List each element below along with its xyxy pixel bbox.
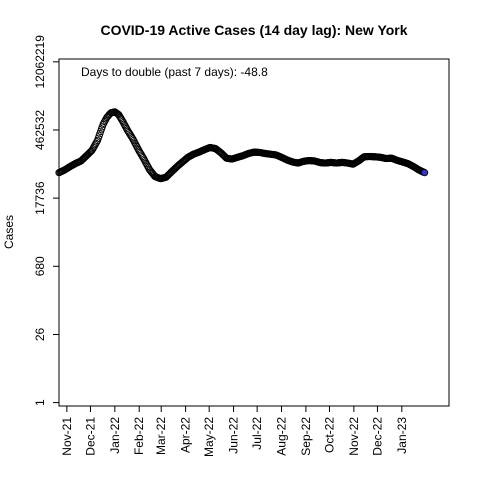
- y-axis-label: Cases: [2, 215, 16, 249]
- x-axis: Nov-21 Dec-21 Jan-22 Feb-22 Mar-22 Apr-22 May-…: [60, 406, 409, 457]
- data-point: [93, 138, 101, 146]
- x-tick-label-10: Sep-22: [299, 417, 313, 456]
- doubling-annotation: Days to double (past 7 days): -48.8: [81, 65, 268, 79]
- x-tick-label-2: Jan-22: [108, 417, 122, 454]
- y-axis: 1 26 680 17736 462532 12062219: [33, 35, 59, 406]
- y-tick-label-1: 26: [33, 328, 47, 342]
- last-data-point: [421, 169, 429, 177]
- x-tick-label-1: Dec-21: [83, 417, 97, 456]
- plot-frame: [58, 58, 450, 407]
- x-tick-label-8: Jul-22: [250, 417, 264, 450]
- chart-title: COVID-19 Active Cases (14 day lag): New …: [100, 22, 407, 38]
- x-tick-label-14: Jan-23: [395, 417, 409, 454]
- x-tick-label-4: Mar-22: [154, 417, 168, 455]
- x-tick-label-6: May-22: [202, 417, 216, 457]
- y-tick-label-2: 680: [33, 256, 47, 276]
- x-tick-label-3: Feb-22: [132, 417, 146, 455]
- x-tick-label-11: Oct-22: [322, 417, 336, 453]
- x-tick-label-12: Nov-22: [347, 417, 361, 456]
- y-tick-label-5: 12062219: [33, 35, 47, 89]
- data-points: [55, 108, 429, 183]
- x-tick-label-9: Aug-22: [275, 417, 289, 456]
- y-tick-label-0: 1: [33, 399, 47, 406]
- y-tick-label-3: 17736: [33, 181, 47, 215]
- x-tick-label-0: Nov-21: [60, 417, 74, 456]
- x-tick-label-13: Dec-22: [370, 417, 384, 456]
- data-point: [87, 147, 95, 155]
- y-tick-label-4: 462532: [33, 110, 47, 150]
- x-tick-label-7: Jun-22: [227, 417, 241, 454]
- x-tick-label-5: Apr-22: [179, 417, 193, 453]
